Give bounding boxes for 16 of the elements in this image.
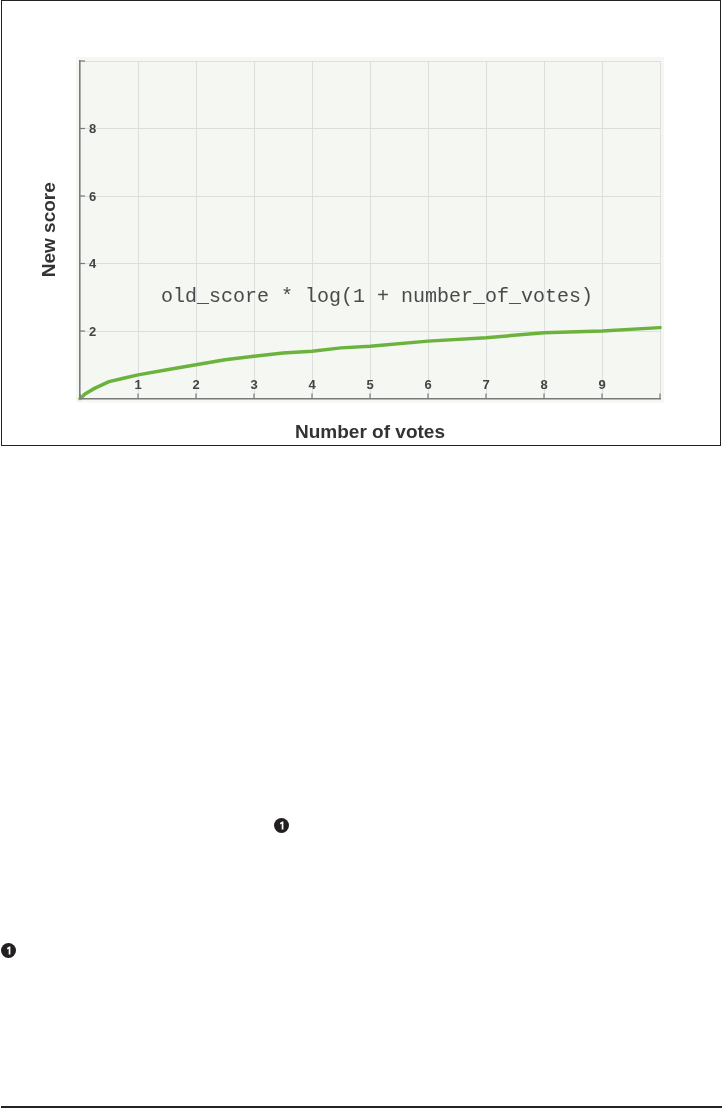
x-tick-label: 8 — [540, 376, 548, 392]
x-tick-label: 4 — [308, 376, 317, 392]
x-tick-label: 2 — [192, 376, 200, 392]
y-tick-label: 8 — [89, 121, 97, 137]
y-tick-label: 4 — [89, 256, 97, 272]
x-tick-label: 5 — [366, 376, 374, 392]
x-axis-title: Number of votes — [295, 421, 445, 443]
x-tick-label: 3 — [250, 376, 258, 392]
y-axis-title: New score — [38, 182, 60, 278]
y-tick-label: 2 — [89, 323, 97, 339]
y-tick-label: 6 — [89, 188, 97, 204]
x-tick-label: 1 — [134, 376, 142, 392]
annotation: old_score * log(1 + number_of_votes) — [160, 284, 593, 308]
x-tick-label: 7 — [482, 376, 490, 392]
x-tick-label: 9 — [598, 376, 606, 392]
x-tick-label: 6 — [424, 376, 432, 392]
